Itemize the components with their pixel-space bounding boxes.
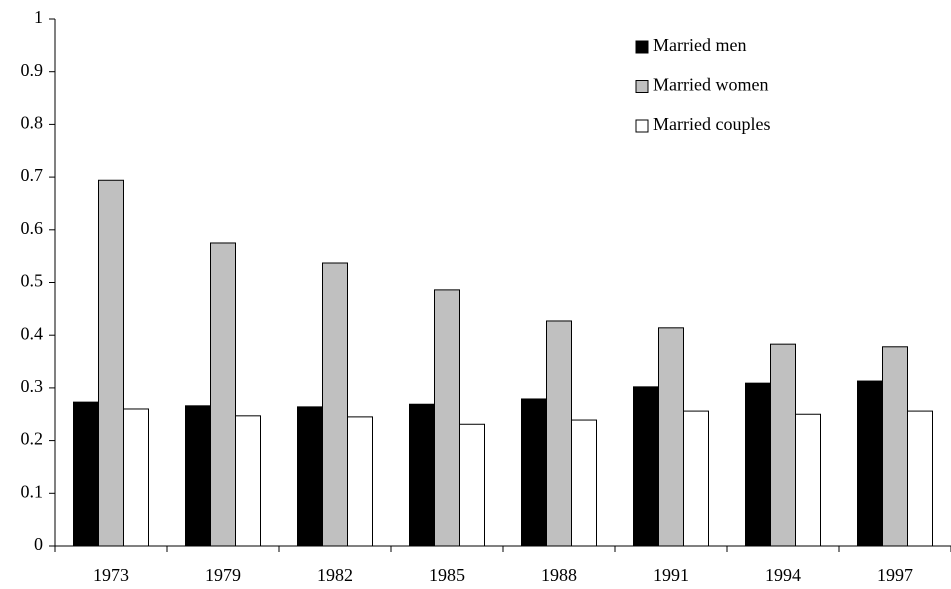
bar bbox=[210, 242, 236, 547]
x-tick-label: 1988 bbox=[541, 565, 577, 585]
legend-swatch bbox=[635, 119, 649, 133]
bar bbox=[185, 405, 211, 547]
bar bbox=[633, 386, 659, 547]
y-tick-label: 0.8 bbox=[21, 113, 44, 133]
y-tick-label: 0 bbox=[34, 534, 43, 554]
y-tick-label: 1 bbox=[34, 7, 43, 27]
bar bbox=[770, 343, 796, 547]
x-tick-label: 1979 bbox=[205, 565, 241, 585]
legend-label: Married women bbox=[653, 75, 768, 95]
x-tick-label: 1973 bbox=[93, 565, 129, 585]
bar bbox=[459, 423, 485, 547]
y-tick-label: 0.9 bbox=[21, 60, 44, 80]
y-tick-label: 0.2 bbox=[21, 429, 44, 449]
y-tick-label: 0.1 bbox=[21, 481, 44, 501]
bar bbox=[745, 382, 771, 547]
y-tick-label: 0.6 bbox=[21, 218, 44, 238]
x-tick-label: 1982 bbox=[317, 565, 353, 585]
legend-label: Married couples bbox=[653, 114, 770, 134]
x-tick-label: 1991 bbox=[653, 565, 689, 585]
y-tick-label: 0.7 bbox=[21, 165, 44, 185]
bar bbox=[347, 416, 373, 547]
legend-swatch bbox=[635, 40, 649, 54]
legend-label: Married men bbox=[653, 35, 746, 55]
bar bbox=[123, 408, 149, 547]
bar bbox=[857, 380, 883, 547]
bar bbox=[73, 401, 99, 547]
bar bbox=[882, 346, 908, 547]
bar bbox=[546, 320, 572, 547]
y-tick-label: 0.3 bbox=[21, 376, 44, 396]
bar bbox=[658, 327, 684, 547]
x-tick-label: 1994 bbox=[765, 565, 801, 585]
bar bbox=[795, 413, 821, 547]
bar bbox=[98, 179, 124, 547]
y-tick-label: 0.5 bbox=[21, 271, 44, 291]
y-tick-label: 0.4 bbox=[21, 323, 44, 343]
legend-swatch bbox=[635, 80, 649, 93]
bar bbox=[434, 289, 460, 547]
x-tick-label: 1997 bbox=[877, 565, 913, 585]
bar bbox=[907, 410, 933, 547]
bar bbox=[297, 406, 323, 547]
bar bbox=[235, 415, 261, 547]
bar bbox=[683, 410, 709, 547]
bar bbox=[409, 403, 435, 547]
bar bbox=[571, 419, 597, 547]
x-tick-label: 1985 bbox=[429, 565, 465, 585]
bar bbox=[322, 262, 348, 547]
bar bbox=[521, 398, 547, 547]
